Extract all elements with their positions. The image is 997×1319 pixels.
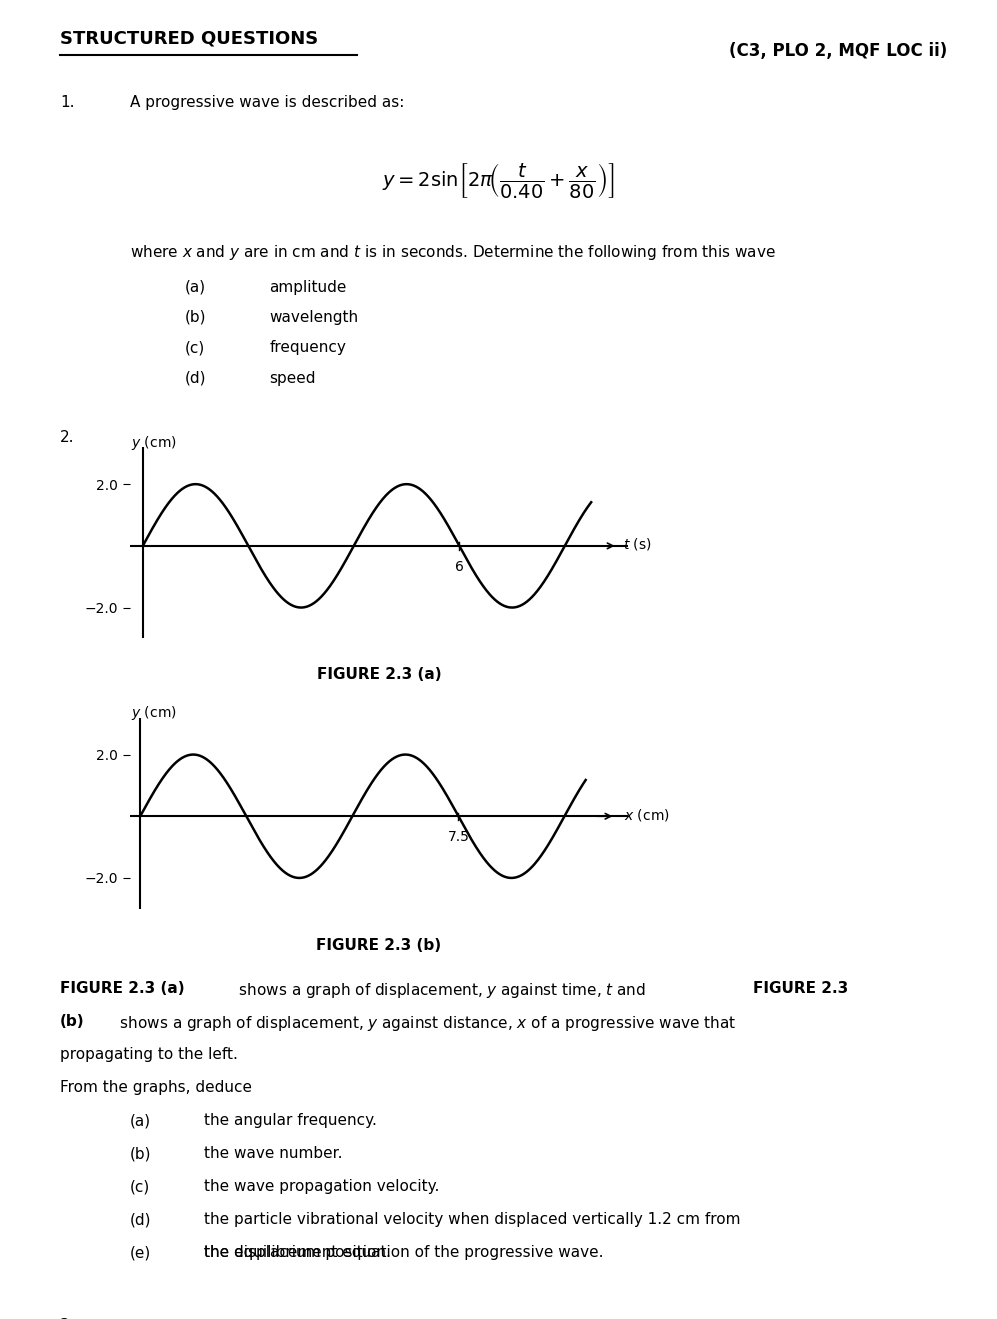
Text: shows a graph of displacement, $y$ against distance, $x$ of a progressive wave t: shows a graph of displacement, $y$ again…: [115, 1014, 736, 1033]
Text: (e): (e): [130, 1245, 151, 1260]
Text: the particle vibrational velocity when displaced vertically 1.2 cm from: the particle vibrational velocity when d…: [204, 1212, 741, 1227]
Text: (C3, PLO 2, MQF LOC ii): (C3, PLO 2, MQF LOC ii): [729, 42, 947, 61]
Text: frequency: frequency: [269, 340, 346, 355]
Text: the angular frequency.: the angular frequency.: [204, 1113, 377, 1128]
Text: amplitude: amplitude: [269, 280, 347, 294]
Text: STRUCTURED QUESTIONS: STRUCTURED QUESTIONS: [60, 29, 318, 47]
Text: 7.5: 7.5: [448, 830, 470, 844]
Text: $x$ (cm): $x$ (cm): [624, 807, 670, 823]
Text: FIGURE 2.3: FIGURE 2.3: [753, 981, 848, 996]
Text: shows a graph of displacement, $y$ against time, $t$ and: shows a graph of displacement, $y$ again…: [234, 981, 648, 1000]
Text: the wave number.: the wave number.: [204, 1146, 343, 1161]
Text: From the graphs, deduce: From the graphs, deduce: [60, 1080, 252, 1095]
Text: (d): (d): [184, 371, 206, 385]
Text: speed: speed: [269, 371, 316, 385]
Text: $y$ (cm): $y$ (cm): [131, 704, 176, 723]
Text: 6: 6: [455, 559, 464, 574]
Text: 1.: 1.: [60, 95, 75, 109]
Text: (b): (b): [184, 310, 206, 324]
Text: the wave propagation velocity.: the wave propagation velocity.: [204, 1179, 440, 1194]
Text: (c): (c): [130, 1179, 150, 1194]
Text: the displacement equation of the progressive wave.: the displacement equation of the progres…: [204, 1245, 604, 1260]
Text: $y = 2\sin\!\left[2\pi\!\left(\dfrac{t}{0.40}+\dfrac{x}{80}\right)\right]$: $y = 2\sin\!\left[2\pi\!\left(\dfrac{t}{…: [382, 161, 615, 200]
Text: propagating to the left.: propagating to the left.: [60, 1047, 237, 1062]
Text: 2.: 2.: [60, 430, 75, 445]
Text: A progressive wave is described as:: A progressive wave is described as:: [130, 95, 404, 109]
Text: (b): (b): [130, 1146, 152, 1161]
Text: $y$ (cm): $y$ (cm): [132, 434, 176, 452]
Text: (c): (c): [184, 340, 204, 355]
Text: FIGURE 2.3 (a): FIGURE 2.3 (a): [317, 667, 441, 682]
Text: (a): (a): [130, 1113, 151, 1128]
Text: wavelength: wavelength: [269, 310, 358, 324]
Text: $t$ (s): $t$ (s): [623, 537, 651, 553]
Text: the equilibrium position.: the equilibrium position.: [204, 1245, 391, 1260]
Text: where $x$ and $y$ are in cm and $t$ is in seconds. Determine the following from : where $x$ and $y$ are in cm and $t$ is i…: [130, 243, 776, 261]
Text: FIGURE 2.3 (b): FIGURE 2.3 (b): [316, 938, 442, 952]
Text: FIGURE 2.3 (a): FIGURE 2.3 (a): [60, 981, 184, 996]
Text: (d): (d): [130, 1212, 152, 1227]
Text: (a): (a): [184, 280, 205, 294]
Text: (b): (b): [60, 1014, 85, 1029]
